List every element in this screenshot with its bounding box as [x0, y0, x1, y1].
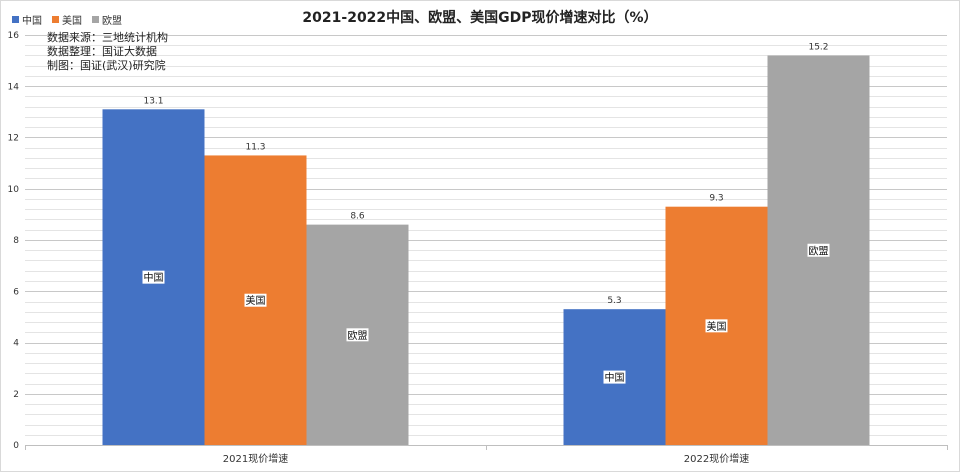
y-tick-label: 10 [8, 185, 20, 195]
legend-swatch-china [12, 16, 19, 23]
bar-series-label: 欧盟 [809, 245, 829, 257]
chart-title: 2021-2022中国、欧盟、美国GDP现价增速对比（%） [302, 10, 658, 26]
data-label: 13.1 [143, 96, 163, 106]
data-label: 11.3 [245, 142, 265, 152]
legend-label-eu: 欧盟 [102, 16, 122, 27]
note-chart-maker: 制图：国证(武汉)研究院 [47, 59, 166, 72]
note-data-source: 数据来源：三地统计机构 [47, 31, 168, 44]
bar-series-label: 欧盟 [348, 330, 368, 342]
y-tick-label: 4 [13, 339, 19, 349]
bar-series-label: 美国 [707, 320, 727, 333]
bar-label-box [603, 370, 626, 384]
x-category-label: 2021现价增速 [223, 452, 288, 465]
data-label: 9.3 [709, 194, 723, 204]
data-label: 15.2 [808, 43, 828, 53]
bar-series-label: 中国 [605, 371, 625, 384]
data-label: 8.6 [350, 212, 365, 222]
legend-label-usa: 美国 [62, 16, 82, 27]
y-tick-label: 12 [8, 134, 19, 144]
y-tick-label: 8 [13, 236, 19, 246]
legend-swatch-usa [52, 16, 59, 23]
bar-series-label: 中国 [144, 271, 164, 284]
chart-legend: 中国 美国 欧盟 [12, 12, 122, 27]
y-tick-label: 16 [8, 31, 20, 41]
bar-label-box [705, 319, 728, 333]
legend-item-eu: 欧盟 [92, 12, 122, 27]
legend-label-china: 中国 [22, 16, 42, 27]
y-tick-label: 0 [13, 441, 19, 451]
y-tick-label: 14 [8, 82, 20, 92]
bar-label-box [142, 270, 165, 284]
y-tick-label: 2 [13, 390, 19, 400]
bar-series-label: 美国 [246, 294, 266, 307]
note-data-compiler: 数据整理：国证大数据 [47, 45, 157, 58]
legend-swatch-eu [92, 16, 99, 23]
x-category-label: 2022现价增速 [684, 452, 749, 465]
data-label: 5.3 [607, 296, 621, 306]
legend-item-usa: 美国 [52, 12, 82, 27]
bar-label-box [807, 243, 830, 257]
bar-label-box [244, 293, 267, 307]
y-tick-label: 6 [13, 287, 19, 297]
legend-item-china: 中国 [12, 12, 42, 27]
source-notes: 数据来源：三地统计机构 数据整理：国证大数据 制图：国证(武汉)研究院 [47, 31, 168, 73]
bar-label-box [346, 328, 369, 342]
